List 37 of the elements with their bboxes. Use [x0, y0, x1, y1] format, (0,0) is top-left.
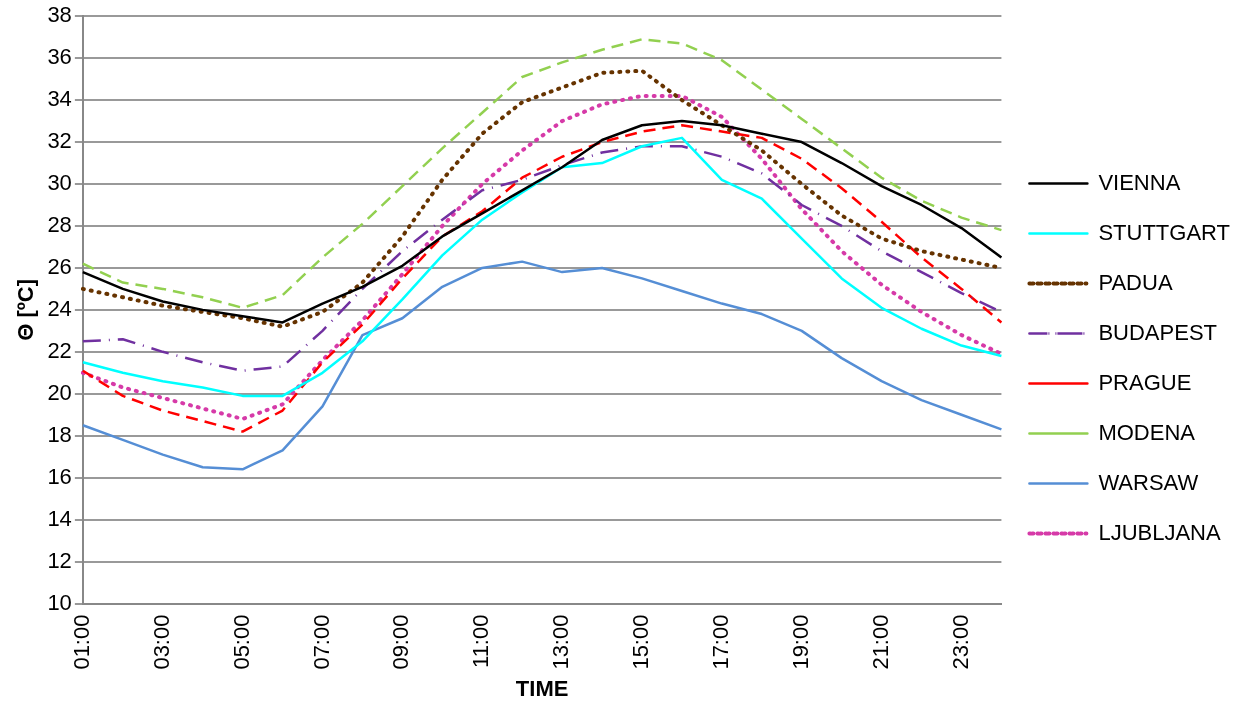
y-tick-label: 14: [47, 505, 72, 531]
y-tick-label: 32: [47, 128, 72, 154]
x-tick-label: 19:00: [787, 614, 813, 670]
legend-label: PADUA: [1098, 269, 1173, 295]
y-tick-label: 38: [47, 2, 72, 28]
x-tick-label: 07:00: [308, 614, 334, 670]
x-tick-label: 03:00: [148, 614, 174, 670]
legend-label: PRAGUE: [1098, 369, 1192, 395]
y-tick-label: 16: [47, 463, 72, 489]
x-tick-label: 13:00: [548, 614, 574, 670]
y-tick-label: 36: [47, 44, 72, 70]
y-tick-label: 12: [47, 547, 72, 573]
y-axis-title: Θ [ºC]: [13, 278, 39, 341]
legend-label: LJUBLJANA: [1098, 519, 1221, 545]
legend-label: VIENNA: [1098, 169, 1181, 195]
y-tick-label: 22: [47, 337, 72, 363]
y-tick-label: 24: [47, 295, 72, 321]
y-tick-label: 34: [47, 86, 72, 112]
y-tick-label: 28: [47, 212, 72, 238]
y-tick-label: 18: [47, 421, 72, 447]
y-tick-label: 30: [47, 170, 72, 196]
legend-label: WARSAW: [1098, 469, 1199, 495]
x-tick-label: 01:00: [68, 614, 94, 670]
x-tick-label: 11:00: [468, 614, 494, 668]
legend-label: STUTTGART: [1098, 219, 1230, 245]
x-tick-label: 21:00: [867, 614, 893, 670]
x-axis-title: TIME: [515, 675, 569, 701]
y-tick-label: 26: [47, 253, 72, 279]
x-tick-label: 05:00: [228, 614, 254, 670]
legend-label: MODENA: [1098, 419, 1196, 445]
x-tick-label: 15:00: [628, 614, 654, 670]
y-tick-label: 20: [47, 379, 72, 405]
x-tick-label: 17:00: [707, 614, 733, 670]
x-tick-label: 23:00: [947, 614, 973, 670]
y-tick-label: 10: [47, 589, 72, 615]
x-tick-label: 09:00: [388, 614, 414, 670]
legend-label: BUDAPEST: [1098, 319, 1217, 345]
